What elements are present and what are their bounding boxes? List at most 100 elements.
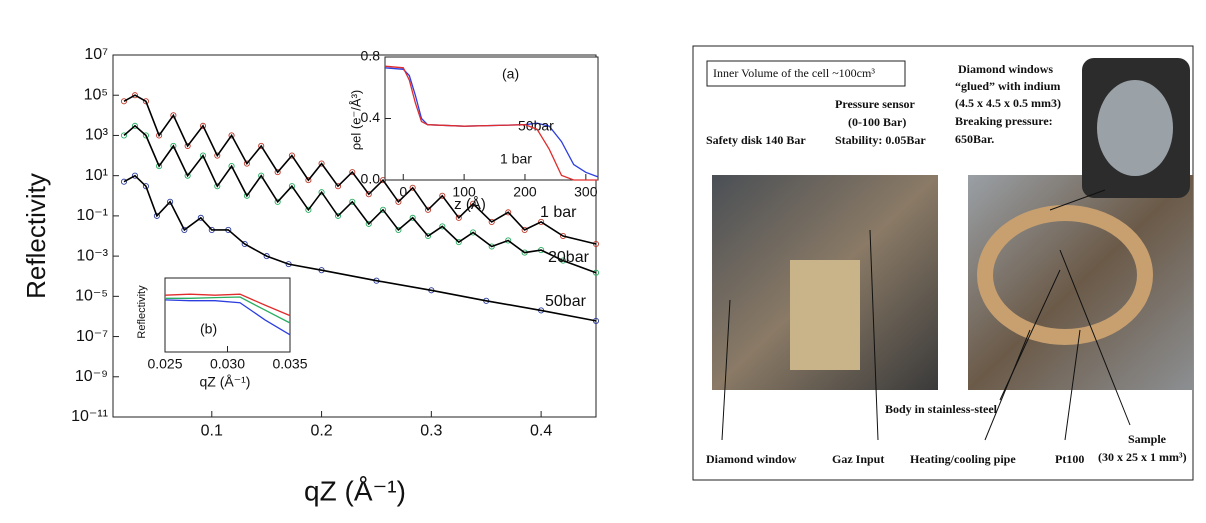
- data-point: [120, 132, 128, 139]
- inset-background: [385, 57, 598, 180]
- chart: 0.1 0.2 0.3 0.4 10⁷ 10⁵ 10³ 10¹ 10⁻¹ 10⁻³ 10⁻⁵ 10⁻⁷…: [21, 46, 600, 506]
- x-tick-label: 200: [513, 183, 537, 199]
- series-label: 1 bar: [500, 151, 532, 167]
- x-tick-label: 0.035: [272, 355, 307, 371]
- data-point: [305, 177, 312, 184]
- series-line: [123, 174, 597, 322]
- data-point: [274, 169, 281, 176]
- data-point: [170, 142, 177, 150]
- data-point: [409, 184, 416, 191]
- arrow: [1059, 249, 1131, 426]
- data-point: [142, 132, 149, 139]
- data-point: [538, 218, 545, 225]
- data-point: [153, 212, 160, 219]
- y-tick-label: 0.0: [361, 171, 381, 187]
- data-point: [184, 172, 191, 179]
- y-tick-label: 10⁷: [84, 46, 108, 63]
- data-point: [131, 172, 139, 179]
- label: 650Bar.: [955, 132, 994, 146]
- x-axis-label: z (Å): [454, 196, 486, 213]
- label: (0-100 Bar): [848, 115, 906, 129]
- series-label: 50bar: [518, 118, 554, 134]
- data-point: [170, 112, 177, 119]
- data-point: [131, 92, 139, 99]
- data-point: [349, 169, 356, 176]
- label: Safety disk 140 Bar: [706, 133, 806, 147]
- data-point: [505, 237, 512, 244]
- x-axis-label: qZ (Å⁻¹): [200, 374, 251, 390]
- y-tick-label: 10⁻¹¹: [71, 408, 108, 425]
- data-point: [156, 132, 163, 139]
- data-point: [349, 198, 356, 205]
- data-point: [120, 98, 128, 105]
- data-point: [470, 200, 477, 207]
- data-point: [488, 218, 495, 225]
- arrow: [869, 229, 879, 441]
- data-point: [424, 206, 432, 213]
- data-point: [470, 229, 477, 236]
- data-point: [258, 142, 265, 150]
- plot-frame: [112, 54, 597, 418]
- series-label: 50bar: [545, 293, 587, 310]
- arrow: [721, 299, 731, 441]
- data-point: [592, 269, 600, 276]
- arrows: [721, 189, 1131, 441]
- data-point: [488, 243, 495, 250]
- data-point: [241, 240, 248, 248]
- label: Heating/cooling pipe: [910, 452, 1016, 466]
- y-axis-label: Reflectivity: [136, 285, 148, 339]
- arrow: [984, 329, 1031, 441]
- data-point: [199, 122, 207, 129]
- data-point: [156, 163, 163, 170]
- series-line: [164, 299, 291, 336]
- arrow: [1049, 189, 1106, 211]
- data-point: [439, 192, 446, 199]
- series-line: [123, 124, 597, 274]
- data-point: [142, 183, 149, 190]
- photo-cell: [790, 260, 860, 370]
- panel-label: (a): [502, 66, 519, 82]
- y-tick-label: 0.8: [361, 48, 381, 64]
- y-tick-label: 10⁵: [84, 86, 108, 103]
- y-tick-label: 10⁻⁹: [75, 368, 108, 385]
- data-point: [560, 257, 567, 264]
- label: (30 x 25 x 1 mm³): [1098, 450, 1187, 464]
- x-tick-label: 0.4: [530, 423, 552, 440]
- data-point: [243, 160, 250, 167]
- label: Gaz Input: [832, 452, 884, 466]
- data-point: [181, 226, 188, 233]
- y-tick-label: 10¹: [85, 167, 108, 184]
- label: “glued” with indium: [955, 79, 1060, 93]
- label: Body in stainless-steel: [885, 402, 998, 416]
- label: Diamond window: [706, 452, 797, 466]
- data-point: [228, 132, 235, 139]
- y-tick-label: 10⁻⁷: [76, 328, 108, 345]
- label: Breaking pressure:: [955, 114, 1053, 128]
- series-line: [384, 65, 598, 181]
- inset-background: [165, 278, 290, 352]
- label: (4.5 x 4.5 x 0.5 mm3): [955, 96, 1061, 110]
- photo-panel: Inner Volume of the cell ~100cm³ Diamond…: [692, 45, 1194, 481]
- x-tick-label: 100: [452, 183, 476, 199]
- data-point: [424, 232, 432, 240]
- label: Stability: 0.05Bar: [835, 133, 926, 147]
- data-point: [455, 214, 462, 221]
- series-line: [164, 293, 291, 317]
- series-line: [165, 296, 291, 324]
- y-tick-label: 10⁻⁵: [75, 288, 108, 305]
- data-point: [379, 206, 387, 213]
- data-point: [167, 198, 174, 205]
- chart: 0.025 0.030 0.035 qZ (Å⁻¹) Reflectivity (b): [136, 277, 308, 390]
- title-box-text: Inner Volume of the cell ~100cm³: [713, 66, 875, 80]
- x-axis-label: qZ (Å⁻¹): [304, 475, 406, 506]
- data-point: [228, 163, 235, 170]
- chart: 0 100 200 300 0.0 0.4 0.8 50bar 1 bar z (Å) ρel (e…: [348, 48, 599, 213]
- data-point: [258, 172, 265, 179]
- data-point: [214, 183, 221, 190]
- data-point: [120, 178, 128, 185]
- data-point: [243, 192, 250, 199]
- data-point: [318, 189, 325, 196]
- data-point: [395, 198, 402, 205]
